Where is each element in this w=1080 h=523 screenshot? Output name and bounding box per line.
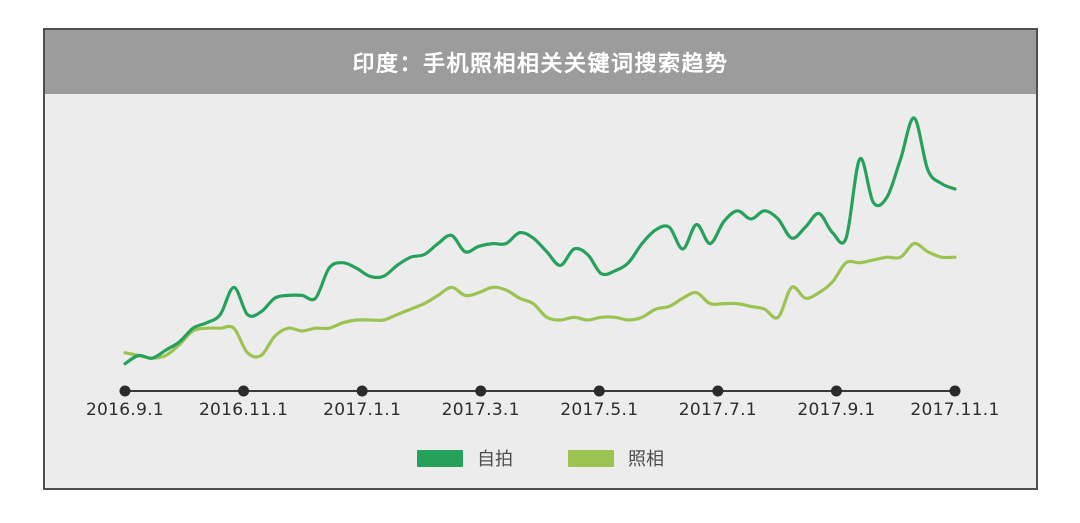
x-axis-label: 2016.9.1 bbox=[85, 400, 165, 420]
legend-label-selfie: 自拍 bbox=[477, 449, 513, 470]
series-line-selfie bbox=[123, 116, 957, 366]
chart-card: 印度：手机照相相关关键词搜索趋势 2016.9.1 2016.11.1 2017.1… bbox=[43, 28, 1038, 490]
plot-area: 2016.9.1 2016.11.1 2017.1.1 2017.3.1 2017.5.… bbox=[45, 94, 1036, 488]
x-axis-label: 2017.7.1 bbox=[678, 400, 757, 420]
trend-chart-svg bbox=[119, 116, 961, 397]
x-axis-tick-dot bbox=[593, 385, 605, 397]
legend-item-selfie: 自拍 bbox=[417, 445, 513, 471]
x-axis-tick-dot bbox=[475, 385, 487, 397]
x-axis-label: 2017.11.1 bbox=[910, 400, 1000, 420]
chart-title: 印度：手机照相相关关键词搜索趋势 bbox=[352, 52, 729, 77]
legend-swatch-selfie bbox=[417, 449, 463, 467]
chart-header: 印度：手机照相相关关键词搜索趋势 bbox=[45, 30, 1036, 94]
series-line-photo bbox=[123, 241, 957, 360]
x-axis-label: 2017.3.1 bbox=[441, 400, 520, 420]
x-axis-tick-dot bbox=[356, 385, 368, 397]
x-axis-label: 2017.1.1 bbox=[323, 400, 402, 420]
x-axis-tick-dot bbox=[119, 385, 131, 397]
x-axis-label: 2016.11.1 bbox=[198, 400, 289, 420]
legend-item-photo: 照相 bbox=[568, 445, 664, 471]
chart-legend: 自拍 照相 bbox=[45, 445, 1036, 471]
legend-swatch-photo bbox=[568, 449, 614, 467]
x-axis-tick-dot bbox=[238, 385, 250, 397]
x-axis-label: 2017.5.1 bbox=[560, 400, 639, 420]
x-axis-tick-dot bbox=[712, 385, 724, 397]
x-axis-tick-dot bbox=[949, 385, 961, 397]
x-axis-label: 2017.9.1 bbox=[797, 400, 876, 420]
legend-label-photo: 照相 bbox=[628, 449, 664, 470]
x-axis-tick-dot bbox=[830, 385, 842, 397]
